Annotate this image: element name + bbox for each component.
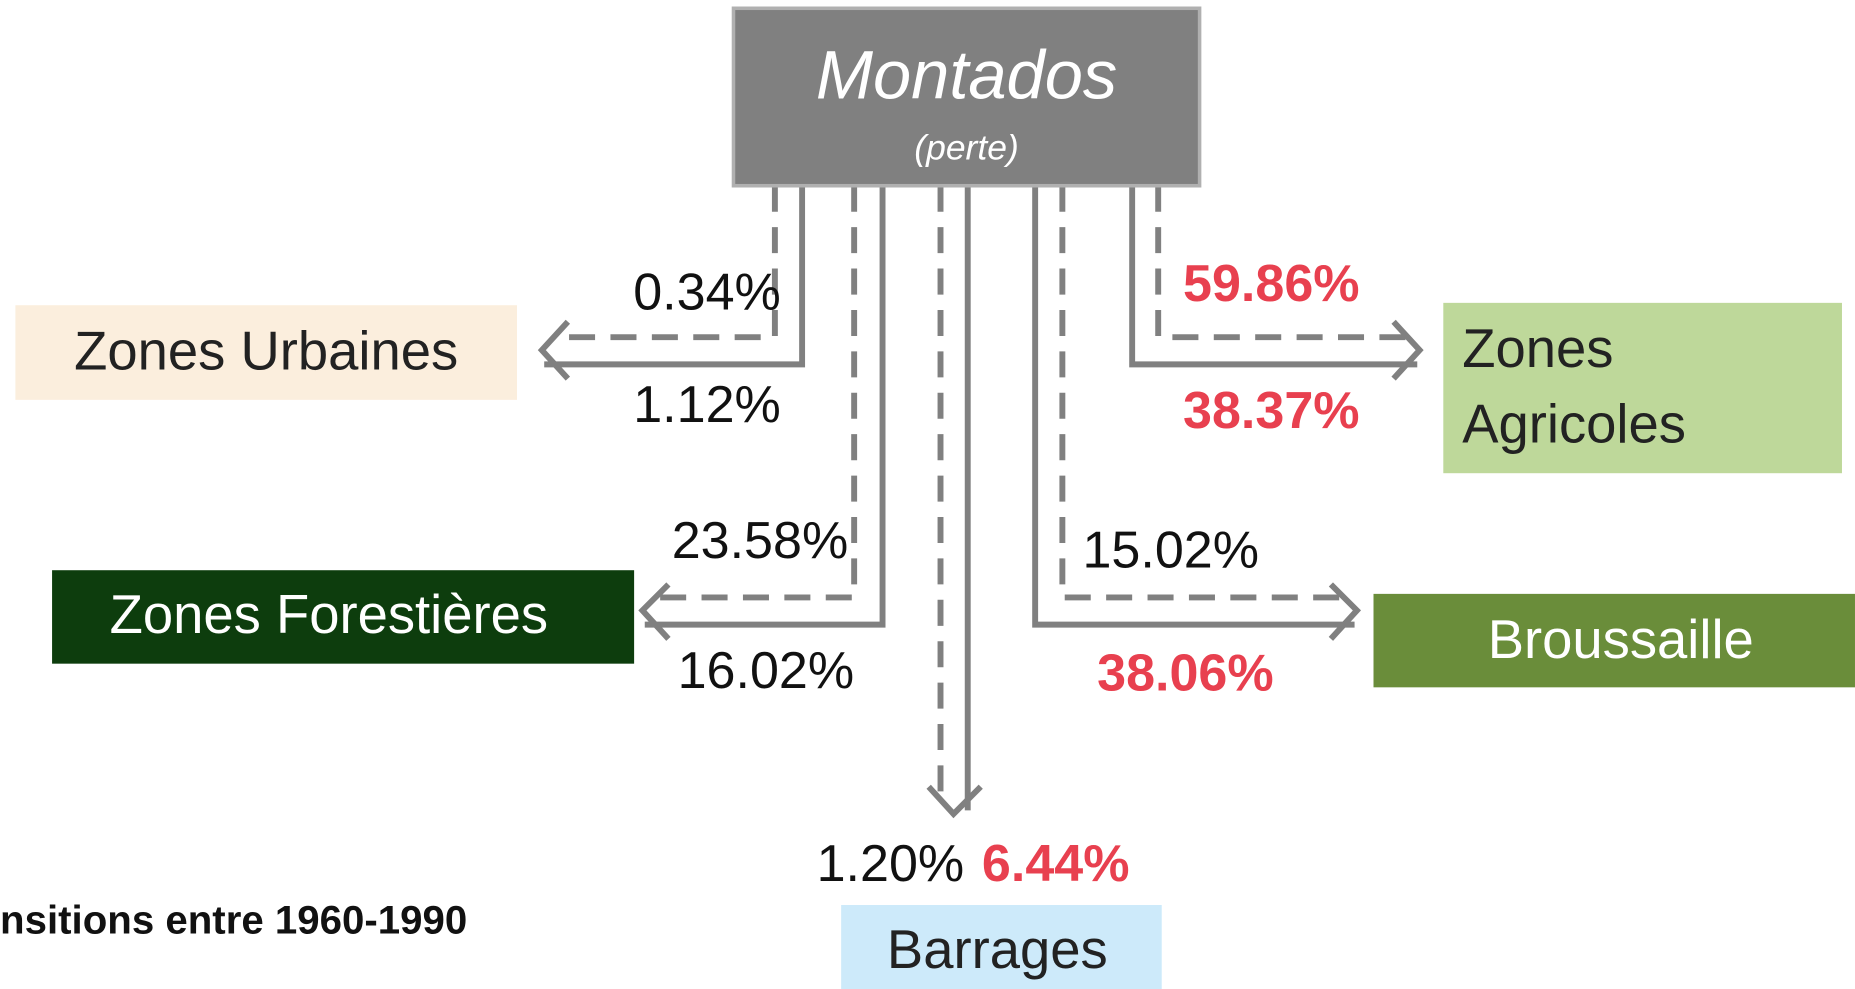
source-subtitle: (perte) — [914, 128, 1019, 168]
arrow — [1059, 185, 1343, 601]
percentage: 15.02% — [1082, 521, 1259, 579]
percentage: 1.20% — [817, 835, 965, 893]
percentage: 0.34% — [633, 264, 781, 322]
percentage: 38.37% — [1183, 382, 1360, 440]
node-box — [52, 570, 635, 664]
arrow-head — [1328, 582, 1362, 641]
percentage: 6.44% — [982, 835, 1130, 893]
percentage: 16.02% — [678, 642, 855, 700]
node-label: Agricoles — [1462, 394, 1686, 455]
arrow-head — [1391, 319, 1424, 381]
percentage: 59.86% — [1183, 255, 1360, 313]
node-label: Zones Urbaines — [74, 320, 458, 381]
node-label: Broussaille — [1488, 609, 1754, 670]
arrow-head — [926, 784, 983, 819]
caption: nsitions entre 1960-1990 — [0, 897, 467, 942]
node-label: Zones — [1462, 318, 1613, 379]
node-box — [1443, 302, 1842, 474]
node-box — [1373, 593, 1855, 688]
arrow — [1032, 185, 1355, 628]
percentage: 1.12% — [633, 376, 781, 434]
arrow-head — [537, 319, 571, 381]
node-label: Barrages — [887, 919, 1108, 980]
arrow — [544, 185, 806, 368]
source-box — [731, 6, 1202, 188]
arrow — [1129, 185, 1418, 368]
node-label: Zones Forestières — [110, 584, 548, 645]
source-title: Montados — [816, 37, 1117, 114]
node-box — [841, 905, 1162, 989]
arrow — [656, 185, 858, 601]
percentage: 38.06% — [1097, 644, 1274, 702]
percentage: 23.58% — [672, 512, 849, 570]
arrow — [644, 185, 886, 628]
arrow — [556, 185, 778, 341]
arrows — [537, 185, 1424, 819]
arrow-head — [638, 582, 671, 641]
node-box — [15, 305, 517, 400]
arrow — [1155, 185, 1406, 341]
